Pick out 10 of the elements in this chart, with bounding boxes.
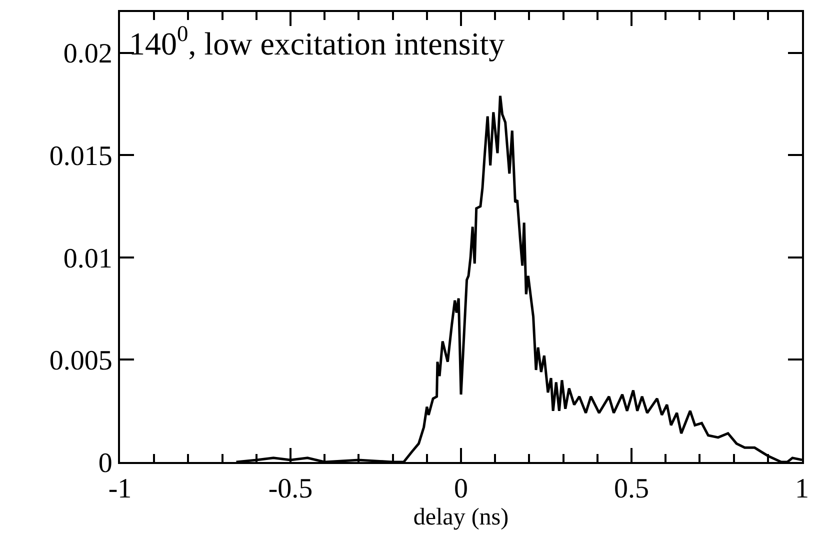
x-tick-label: 0: [454, 474, 468, 505]
y-tick-label: 0.01: [63, 243, 112, 274]
x-axis-title: delay (ns): [413, 504, 509, 531]
x-tick-label: -0.5: [268, 474, 313, 505]
y-tick-label: 0.015: [49, 140, 112, 172]
x-tick-label: 1: [795, 474, 809, 505]
y-tick-label: 0.02: [63, 38, 112, 70]
x-tick-label: 0.5: [614, 474, 649, 505]
y-tick-label: 0.005: [49, 346, 112, 377]
chart-title: 140$^{0}$, low excitation intensity: [129, 21, 505, 62]
